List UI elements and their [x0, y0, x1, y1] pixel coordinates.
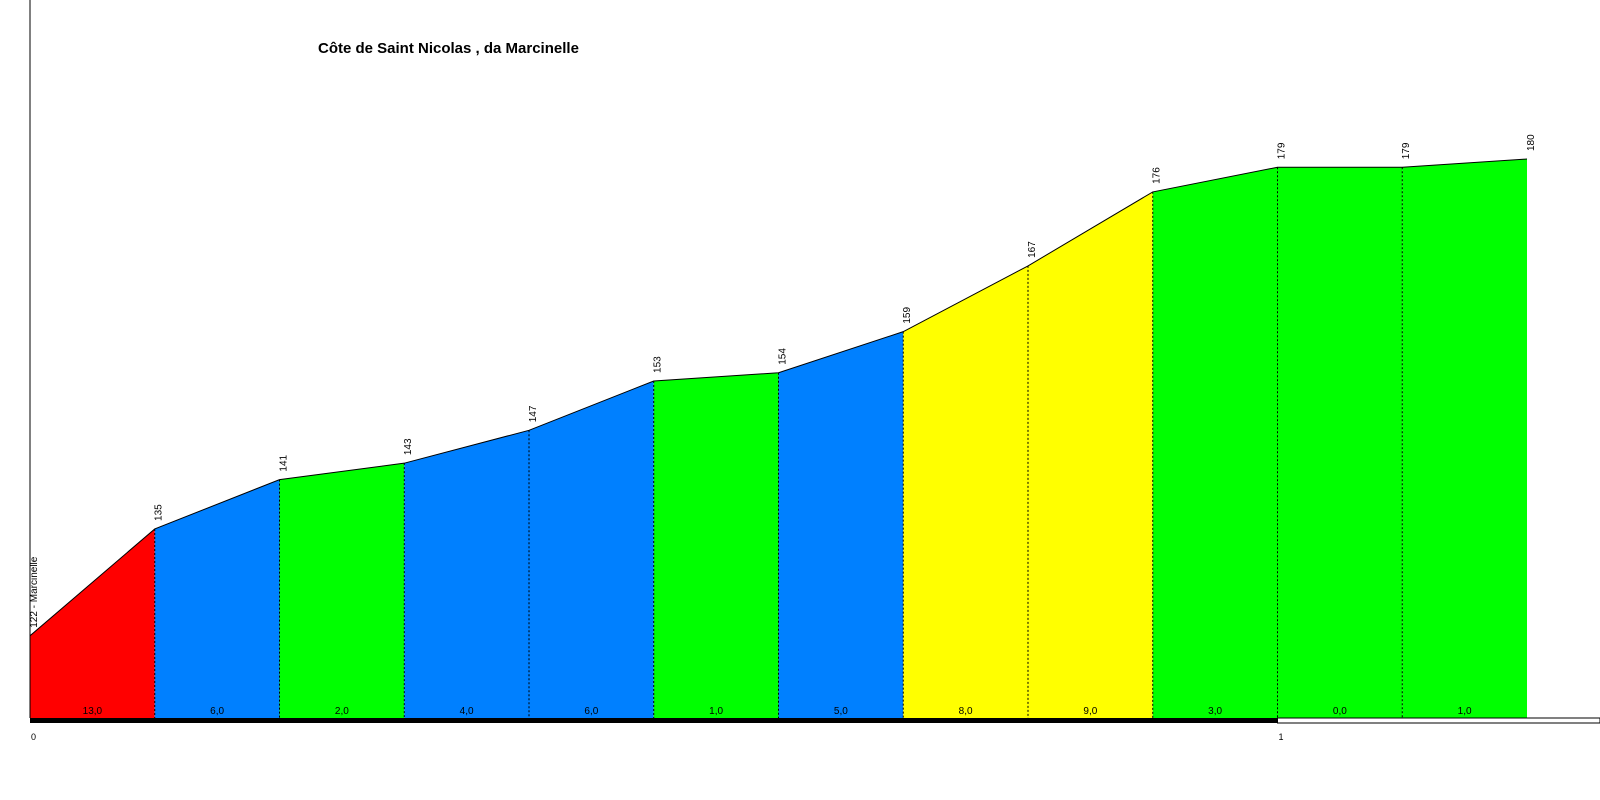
- gradient-segment: [1028, 191, 1153, 719]
- gradient-label: 6,0: [584, 706, 598, 717]
- gradient-segment: [30, 528, 155, 718]
- elevation-label: 159: [902, 307, 913, 324]
- gradient-segment: [653, 372, 779, 718]
- km-scale-block: [30, 718, 1278, 723]
- gradient-segment: [154, 479, 280, 718]
- gradient-segments: [30, 159, 1527, 719]
- gradient-segment: [903, 265, 1028, 718]
- gradient-segment: [778, 331, 904, 718]
- chart-title: Côte de Saint Nicolas , da Marcinelle: [318, 40, 579, 57]
- gradient-segment: [1277, 167, 1403, 718]
- gradient-segment: [1402, 159, 1527, 719]
- elevation-label: 143: [403, 438, 414, 455]
- elevation-label: 122 - Marcinelle: [29, 556, 40, 628]
- gradient-labels: 13,0 6,0 2,0 4,0 6,0 1,0 5,0 8,0 9,0 3,0 0,0 1,0: [83, 706, 1472, 717]
- gradient-label: 6,0: [210, 706, 224, 717]
- gradient-label: 1,0: [1458, 706, 1472, 717]
- gradient-segment: [529, 380, 654, 718]
- elevation-profile-line: [29, 158, 1528, 637]
- gradient-segment: [279, 463, 405, 718]
- gradient-label: 13,0: [83, 706, 103, 717]
- elevation-label: 179: [1277, 142, 1288, 159]
- elevation-label: 154: [778, 348, 789, 365]
- gradient-label: 3,0: [1208, 706, 1222, 717]
- gradient-label: 4,0: [460, 706, 474, 717]
- gradient-label: 1,0: [709, 706, 723, 717]
- segment-dividers: [154, 167, 1403, 718]
- gradient-segment: [1152, 167, 1278, 718]
- gradient-label: 2,0: [335, 706, 349, 717]
- km-tick-label: 0: [31, 732, 36, 742]
- gradient-label: 8,0: [959, 706, 973, 717]
- elevation-label: 135: [154, 504, 165, 521]
- gradient-segment: [404, 430, 529, 718]
- elevation-label: 180: [1526, 134, 1537, 151]
- km-tick-label: 1: [1279, 732, 1284, 742]
- elevation-label: 153: [653, 356, 664, 373]
- elevation-label: 147: [528, 405, 539, 422]
- gradient-label: 9,0: [1083, 706, 1097, 717]
- km-scale-block: [1277, 717, 1600, 724]
- gradient-label: 0,0: [1333, 706, 1347, 717]
- km-scale-bar: [30, 717, 1600, 724]
- gradient-label: 5,0: [834, 706, 848, 717]
- elevation-label: 167: [1027, 241, 1038, 258]
- elevation-label: 141: [279, 454, 290, 471]
- elevation-label: 179: [1401, 142, 1412, 159]
- elevation-labels: 122 - Marcinelle 135 141 143 147 153 154 159 167…: [29, 134, 1537, 628]
- elevation-label: 176: [1152, 167, 1163, 184]
